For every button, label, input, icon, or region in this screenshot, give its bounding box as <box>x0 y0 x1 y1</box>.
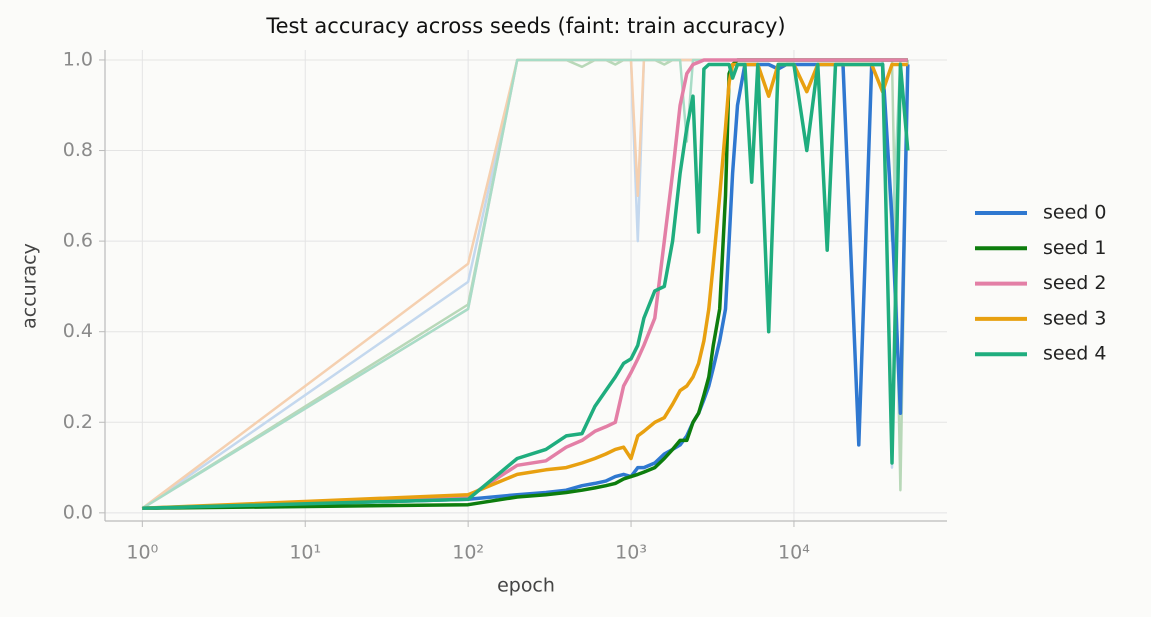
y-tick-label: 1.0 <box>63 48 93 70</box>
train-line <box>141 58 908 510</box>
legend-label: seed 1 <box>1043 237 1106 259</box>
y-tick-label: 0.6 <box>63 230 93 252</box>
legend-label: seed 4 <box>1043 343 1106 365</box>
x-tick-label: 10¹ <box>289 542 321 564</box>
x-tick-label: 10⁴ <box>778 542 810 564</box>
y-tick-label: 0.2 <box>63 411 93 433</box>
test-line <box>142 62 910 511</box>
train-line <box>141 58 908 510</box>
chart-title: Test accuracy across seeds (faint: train… <box>265 14 785 38</box>
test-line <box>142 62 908 511</box>
test-line <box>142 58 908 511</box>
y-axis-label: accuracy <box>19 243 41 329</box>
plot-area <box>141 58 910 511</box>
y-tick-label: 0.4 <box>63 320 93 342</box>
train-line <box>141 58 908 510</box>
train-line <box>141 58 910 510</box>
legend-label: seed 3 <box>1043 307 1106 329</box>
legend: seed 0 seed 1 seed 2 seed 3 seed 4 <box>975 202 1106 365</box>
test-line <box>142 62 910 511</box>
axes: 10⁰ 10¹ 10² 10³ 10⁴ 0.0 0.2 0.4 0.6 0.8 1.0 <box>63 48 947 564</box>
y-tick-label: 0.8 <box>63 139 93 161</box>
test-line <box>142 58 908 511</box>
x-axis-label: epoch <box>497 575 555 597</box>
x-tick-label: 10⁰ <box>126 542 158 564</box>
x-tick-label: 10² <box>452 542 484 564</box>
y-tick-label: 0.0 <box>63 501 93 523</box>
legend-label: seed 2 <box>1043 272 1106 294</box>
x-tick-label: 10³ <box>615 542 647 564</box>
train-line <box>141 58 908 510</box>
legend-label: seed 0 <box>1043 202 1106 224</box>
